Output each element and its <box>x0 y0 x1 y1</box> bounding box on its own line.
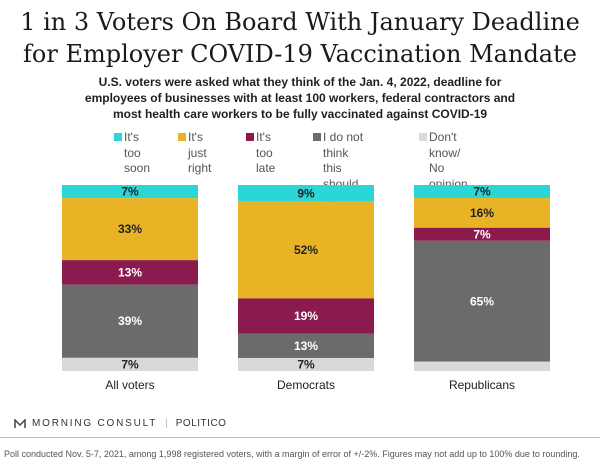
brand-separator: | <box>165 418 168 429</box>
legend-swatch-too-late <box>246 133 254 141</box>
data-label-just-right-0: 33% <box>118 222 142 236</box>
bar-segment-too-late-0 <box>62 260 198 285</box>
data-label-should-not-1: 13% <box>294 339 318 353</box>
data-label-should-not-2: 65% <box>470 294 494 308</box>
bar-segment-too-soon-0 <box>62 185 198 199</box>
category-label-1: Democrats <box>277 378 335 392</box>
chart-subtitle: U.S. voters were asked what they think o… <box>40 74 560 122</box>
legend-swatch-should-not <box>313 133 321 141</box>
bar-segment-should-not-1 <box>238 333 374 358</box>
chart-title: 1 in 3 Voters On Board With January Dead… <box>0 6 600 70</box>
title-line-1: 1 in 3 Voters On Board With January Dead… <box>20 8 580 36</box>
legend-swatch-just-right <box>178 133 186 141</box>
data-label-just-right-2: 16% <box>470 206 494 220</box>
data-label-dont-know-1: 7% <box>297 357 315 371</box>
subtitle-line-1: U.S. voters were asked what they think o… <box>98 75 502 89</box>
title-line-2: for Employer COVID-19 Vaccination Mandat… <box>23 40 577 68</box>
bar-segment-too-late-1 <box>238 298 374 334</box>
legend-label-too-soon: It's too soon <box>124 130 151 175</box>
data-label-too-late-2: 7% <box>473 227 491 241</box>
category-label-0: All voters <box>105 378 154 392</box>
legend-swatch-too-soon <box>114 133 122 141</box>
brand-partner: POLITICO <box>175 418 227 429</box>
data-label-too-soon-0: 7% <box>121 185 139 199</box>
subtitle-line-2: employees of businesses with at least 10… <box>84 91 516 105</box>
bar-segment-should-not-0 <box>62 284 198 358</box>
bar-segment-just-right-0 <box>62 198 198 261</box>
bar-segment-just-right-1 <box>238 201 374 299</box>
data-label-too-late-0: 13% <box>118 265 142 279</box>
brand-footer: MORNING CONSULT | POLITICO <box>14 418 226 429</box>
footnote: Poll conducted Nov. 5-7, 2021, among 1,9… <box>4 449 580 459</box>
category-label-2: Republicans <box>449 378 515 392</box>
brand-name: MORNING CONSULT <box>32 418 158 429</box>
bar-segment-just-right-2 <box>414 198 550 228</box>
bar-segment-too-soon-2 <box>414 185 550 199</box>
data-label-just-right-1: 52% <box>294 243 318 257</box>
bar-segment-too-soon-1 <box>238 185 374 202</box>
stacked-bar-chart: 7% 33% 13% 39% 7% All voters 9% 52% 19% 13% 7% Demo… <box>62 185 550 392</box>
data-label-dont-know-0: 7% <box>121 357 139 371</box>
data-label-too-soon-2: 7% <box>473 185 491 199</box>
legend-label-just-right: It's just right <box>188 130 212 175</box>
bar-segment-dont-know-1 <box>238 357 374 371</box>
data-label-should-not-0: 39% <box>118 314 142 328</box>
bar-segment-dont-know-2 <box>414 361 550 371</box>
bar-segment-should-not-2 <box>414 240 550 362</box>
data-label-too-soon-1: 9% <box>297 186 315 200</box>
subtitle-line-3: most health care workers to be fully vac… <box>112 107 488 121</box>
legend-swatch-dont-know <box>419 133 427 141</box>
data-label-too-late-1: 19% <box>294 309 318 323</box>
bar-segment-too-late-2 <box>414 227 550 241</box>
footer-divider <box>0 437 600 438</box>
morning-consult-logo-icon <box>14 418 26 428</box>
legend-label-too-late: It's too late <box>256 130 276 175</box>
bar-segment-dont-know-0 <box>62 357 198 371</box>
